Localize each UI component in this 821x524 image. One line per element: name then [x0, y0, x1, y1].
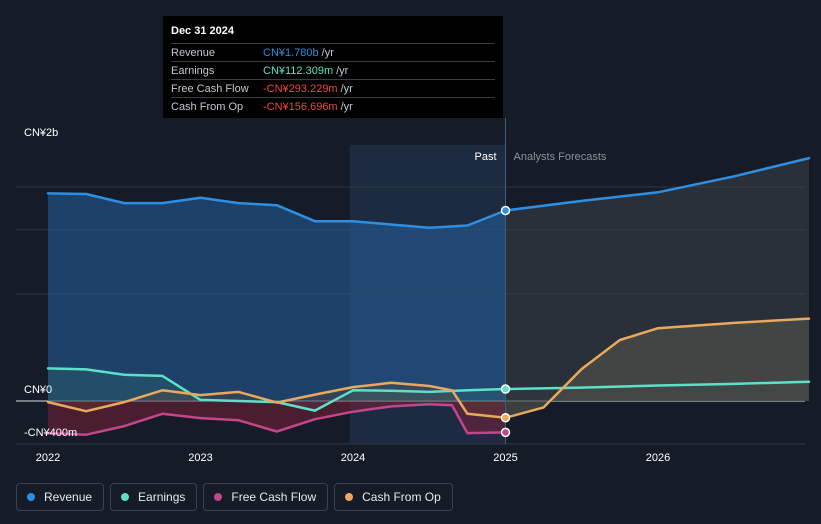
y-tick-label: -CN¥400m	[24, 427, 77, 439]
tooltip-label: Cash From Op	[171, 100, 244, 113]
earnings-past-area	[48, 368, 506, 411]
cash-from-op-line	[46, 317, 811, 420]
x-tick-label: 2022	[36, 452, 60, 464]
cash-from-op-dot-icon	[345, 493, 354, 501]
free-cash-flow-line	[46, 402, 507, 436]
forecast-label: Analysts Forecasts	[514, 151, 607, 163]
revenue-past-area	[48, 193, 506, 401]
legend-label: Earnings	[138, 490, 186, 504]
legend-label: Cash From Op	[362, 490, 441, 504]
data-tooltip: Dec 31 2024 Revenue CN¥1.780b /yr Earnin…	[163, 16, 503, 118]
tooltip-row-cash-from-op: Cash From Op -CN¥156.696m /yr	[171, 97, 495, 115]
earnings-line	[46, 367, 811, 412]
free-cash-flow-past-area	[48, 401, 506, 435]
tooltip-row-earnings: Earnings CN¥112.309m /yr	[171, 61, 495, 79]
legend-label: Revenue	[44, 490, 93, 504]
tooltip-label: Revenue	[171, 46, 216, 59]
tooltip-value: CN¥112.309m	[263, 64, 334, 77]
tooltip-unit: /yr	[340, 100, 353, 113]
legend-item-revenue[interactable]: Revenue	[16, 483, 105, 511]
legend-item-cash-from-op[interactable]: Cash From Op	[334, 483, 453, 511]
legend-item-free-cash-flow[interactable]: Free Cash Flow	[203, 483, 329, 511]
cash-from-op-forecast-area	[505, 318, 809, 418]
earnings-dot-icon	[121, 493, 130, 501]
tooltip-unit: /yr	[340, 82, 353, 95]
x-tick-label: 2026	[646, 452, 670, 464]
chart-legend: Revenue Earnings Free Cash Flow Cash Fro…	[16, 483, 453, 511]
x-tick-label: 2025	[493, 452, 517, 464]
tooltip-value: CN¥1.780b	[263, 46, 319, 59]
tooltip-value: -CN¥156.696m	[263, 100, 338, 113]
x-tick-label: 2024	[341, 452, 365, 464]
tooltip-row-free-cash-flow: Free Cash Flow -CN¥293.229m /yr	[171, 79, 495, 97]
revenue-line	[46, 156, 811, 229]
tooltip-date: Dec 31 2024	[171, 25, 234, 37]
tooltip-value: -CN¥293.229m	[263, 82, 338, 95]
x-tick-label: 2023	[188, 452, 212, 464]
free-cash-flow-marker	[500, 427, 511, 438]
tooltip-unit: /yr	[321, 46, 334, 59]
y-tick-label: CN¥2b	[24, 127, 58, 139]
legend-label: Free Cash Flow	[231, 490, 317, 504]
y-tick-label: CN¥0	[24, 384, 52, 396]
earnings-marker	[500, 384, 511, 394]
tooltip-label: Free Cash Flow	[171, 82, 249, 95]
legend-item-earnings[interactable]: Earnings	[110, 483, 198, 511]
tooltip-label: Earnings	[171, 64, 215, 77]
tooltip-row-revenue: Revenue CN¥1.780b /yr	[171, 43, 495, 61]
revenue-dot-icon	[27, 493, 35, 501]
past-label: Past	[474, 151, 496, 163]
revenue-marker	[500, 205, 511, 216]
cash-from-op-marker	[500, 413, 511, 423]
tooltip-unit: /yr	[336, 64, 349, 77]
free-cash-flow-dot-icon	[214, 493, 223, 501]
